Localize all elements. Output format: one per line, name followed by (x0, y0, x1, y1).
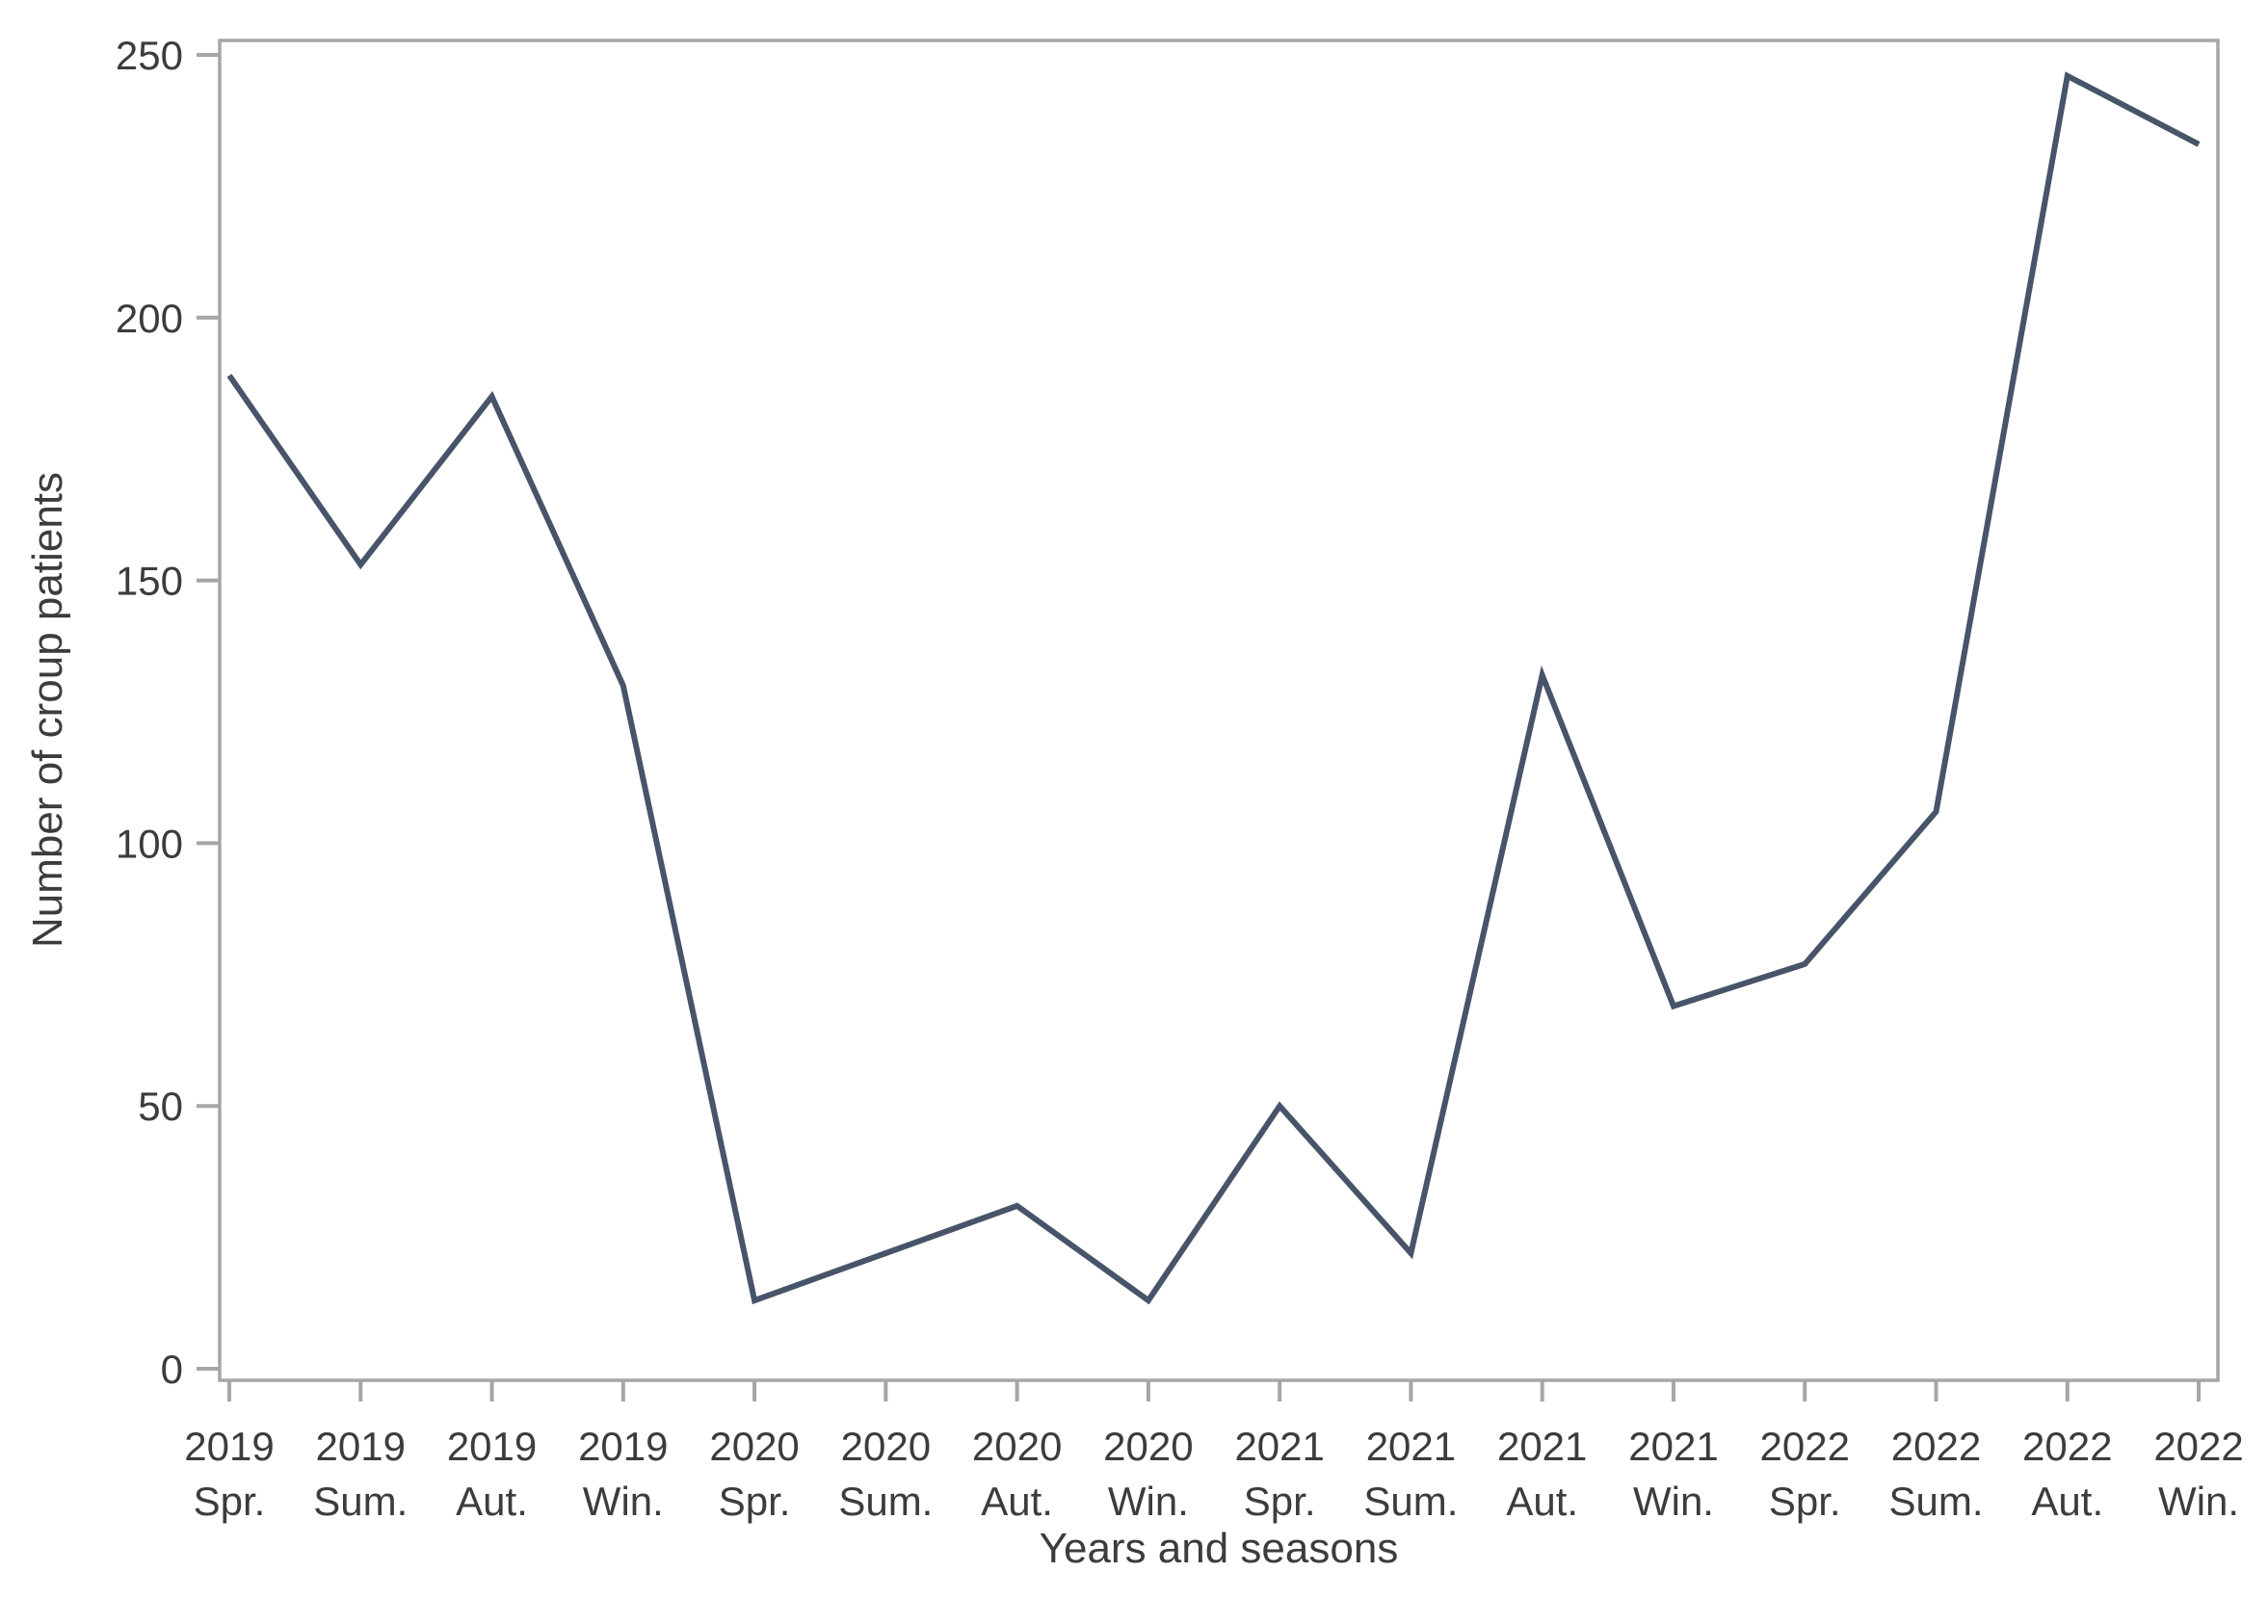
y-tick-label: 200 (116, 296, 183, 341)
x-tick-label-season: Sum. (1888, 1479, 1983, 1524)
y-tick-label: 100 (116, 821, 183, 866)
y-tick-label: 250 (116, 33, 183, 78)
patients-series-line (226, 71, 2201, 1305)
y-tick-label: 50 (138, 1084, 183, 1129)
x-tick-label-year: 2022 (2022, 1424, 2112, 1469)
x-axis-title: Years and seasons (1040, 1525, 1399, 1572)
x-tick-label-year: 2019 (316, 1424, 406, 1469)
x-tick-label-year: 2022 (2153, 1424, 2243, 1469)
x-tick-label-season: Sum. (1363, 1479, 1458, 1524)
x-tick-label-season: Sum. (313, 1479, 408, 1524)
x-tick-label-season: Win. (2158, 1479, 2239, 1524)
y-tick-label: 150 (116, 559, 183, 604)
series-group (226, 71, 2201, 1305)
x-tick-label-season: Aut. (2031, 1479, 2103, 1524)
x-tick-label-season: Spr. (1769, 1479, 1841, 1524)
x-tick-label-year: 2019 (447, 1424, 537, 1469)
x-tick-label-season: Win. (1633, 1479, 1714, 1524)
x-tick-label-year: 2019 (184, 1424, 274, 1469)
x-tick-label-season: Aut. (1506, 1479, 1578, 1524)
x-tick-label-year: 2020 (709, 1424, 799, 1469)
x-tick-label-season: Win. (1108, 1479, 1189, 1524)
x-axis: 2019 Spr. 2019 Sum. 2019 Aut. 2019 Win. 2020 Spr.… (184, 1380, 2244, 1524)
plot-frame (218, 39, 2220, 1382)
x-tick-label-year: 2021 (1497, 1424, 1587, 1469)
x-tick-label-year: 2022 (1760, 1424, 1850, 1469)
x-tick-label-year: 2020 (972, 1424, 1062, 1469)
plot-area (218, 39, 2220, 1382)
x-tick-label-season: Spr. (1244, 1479, 1316, 1524)
x-tick-label-year: 2019 (578, 1424, 668, 1469)
x-tick-label-year: 2022 (1891, 1424, 1981, 1469)
x-tick-label-season: Sum. (838, 1479, 933, 1524)
x-tick-label-year: 2020 (1103, 1424, 1193, 1469)
x-tick-label-season: Aut. (456, 1479, 528, 1524)
x-tick-label-year: 2021 (1366, 1424, 1456, 1469)
x-tick-label-year: 2021 (1234, 1424, 1324, 1469)
x-tick-label-season: Spr. (194, 1479, 266, 1524)
y-tick-label: 0 (161, 1347, 183, 1392)
x-tick-label-season: Win. (583, 1479, 664, 1524)
x-tick-label-season: Spr. (719, 1479, 791, 1524)
x-tick-label-year: 2020 (841, 1424, 931, 1469)
y-axis-title: Number of croup patients (24, 472, 71, 948)
x-tick-label-year: 2021 (1628, 1424, 1718, 1469)
x-tick-label-season: Aut. (981, 1479, 1053, 1524)
y-axis: 0 50 100 150 200 250 (116, 33, 220, 1392)
